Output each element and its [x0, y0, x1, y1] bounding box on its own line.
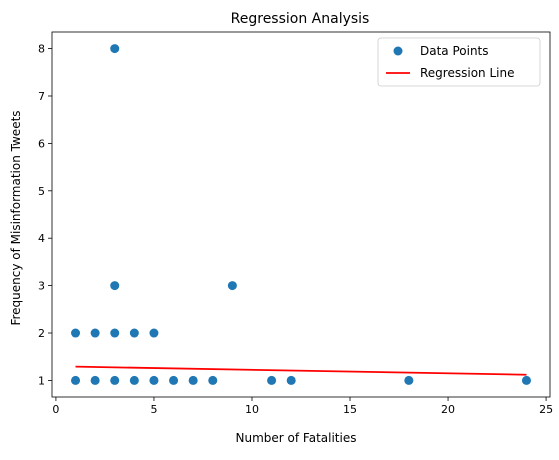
regression-line [75, 365, 527, 376]
data-point [71, 375, 81, 385]
data-point [286, 375, 296, 385]
data-point [90, 375, 100, 385]
plot-frame [51, 31, 551, 398]
y-tick-label: 8 [38, 43, 45, 56]
y-axis-label: Frequency of Misinformation Tweets [9, 110, 23, 325]
data-point [110, 328, 120, 338]
data-point [110, 44, 120, 54]
legend-marker-scatter [393, 46, 403, 56]
y-tick-label: 3 [38, 280, 45, 293]
chart-title: Regression Analysis [231, 11, 370, 27]
data-point [90, 328, 100, 338]
data-point [149, 328, 159, 338]
x-tick-label: 0 [52, 403, 59, 416]
y-tick-label: 6 [38, 137, 45, 150]
data-point [149, 375, 159, 385]
data-point [110, 375, 120, 385]
y-tick-label: 7 [38, 90, 45, 103]
y-tick-label: 4 [38, 232, 45, 245]
x-tick-label: 10 [245, 403, 259, 416]
data-point [267, 375, 277, 385]
data-point [404, 375, 414, 385]
data-point [129, 375, 139, 385]
data-point [188, 375, 198, 385]
data-point [71, 328, 81, 338]
x-tick-label: 15 [343, 403, 357, 416]
data-point [227, 281, 237, 291]
data-point [129, 328, 139, 338]
legend-label: Regression Line [420, 66, 514, 80]
x-tick-label: 20 [441, 403, 455, 416]
y-tick-label: 1 [38, 374, 45, 387]
legend-box [377, 37, 541, 87]
x-axis-label: Number of Fatalities [236, 431, 357, 445]
data-point [208, 375, 218, 385]
x-tick-label: 25 [539, 403, 553, 416]
legend-label: Data Points [420, 44, 489, 58]
data-point [110, 281, 120, 291]
y-tick-label: 5 [38, 185, 45, 198]
legend: Data Points Regression Line [377, 37, 541, 87]
y-tick-label: 2 [38, 327, 45, 340]
x-tick-label: 5 [150, 403, 157, 416]
data-point [169, 375, 179, 385]
data-point [521, 375, 531, 385]
